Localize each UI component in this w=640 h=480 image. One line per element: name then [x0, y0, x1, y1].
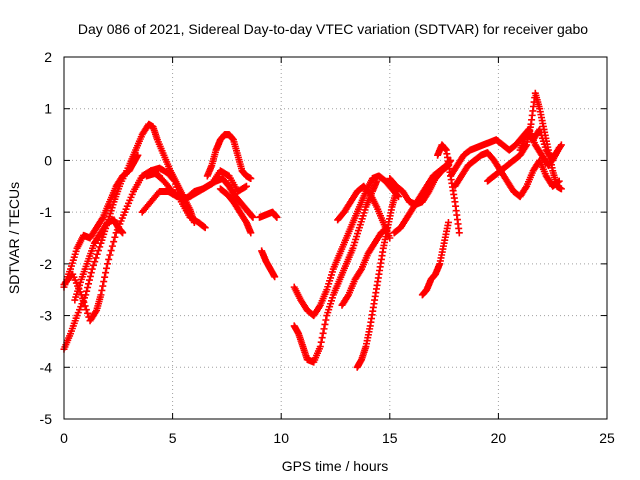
data-point [81, 302, 89, 310]
data-point [80, 298, 88, 306]
data-point [247, 175, 255, 183]
data-point [317, 338, 325, 346]
grid [64, 57, 607, 419]
series-track-n [334, 182, 394, 242]
data-point [82, 306, 90, 314]
series-track-e [143, 169, 257, 221]
data-point [555, 144, 563, 151]
data-point [319, 329, 327, 337]
data-point [170, 176, 178, 184]
data-point [106, 251, 114, 259]
data-point [85, 280, 93, 288]
series-track-o [338, 224, 392, 309]
series-track-d [71, 216, 127, 304]
data-point [318, 334, 326, 342]
series-track-r [390, 156, 455, 237]
data-point [92, 308, 100, 316]
series-track-x [516, 125, 563, 164]
data-point [84, 309, 92, 317]
data-point [315, 303, 323, 311]
y-tick-label: 1 [44, 101, 52, 117]
y-tick-label: -1 [40, 204, 53, 220]
data-point [89, 261, 97, 269]
data-point [444, 218, 452, 226]
data-point [201, 224, 209, 232]
series-track-g [147, 164, 209, 232]
data-point [86, 272, 94, 280]
series-track-p [353, 187, 400, 371]
y-tick-label: -2 [40, 256, 53, 272]
series-track-k [258, 247, 279, 281]
series-track-i [216, 185, 255, 237]
data-point [273, 213, 281, 221]
data-point [455, 229, 463, 237]
data-point [557, 185, 565, 193]
x-axis-label: GPS time / hours [282, 458, 389, 474]
data-point [88, 265, 96, 273]
y-tick-label: -4 [40, 359, 53, 375]
x-tick-label: 0 [60, 430, 68, 446]
y-tick-label: 0 [44, 152, 52, 168]
data-point [85, 276, 93, 284]
data-point [100, 278, 108, 286]
data-point [105, 255, 113, 263]
series-track-s [418, 218, 452, 299]
y-axis-label: SDTVAR / TECUs [6, 182, 22, 294]
data-point [96, 243, 104, 251]
data-point [522, 184, 530, 192]
y-tick-label: -3 [40, 308, 53, 324]
plot-frame [63, 56, 608, 420]
data-point [98, 215, 106, 223]
x-tick-label: 15 [382, 430, 398, 446]
axis-ticks: 0 5 10 15 20 25 -5 -4 -3 -2 -1 0 1 2 [40, 49, 615, 446]
data-point [97, 291, 105, 299]
x-tick-label: 20 [491, 430, 507, 446]
data-point [99, 282, 107, 290]
series-track-h [203, 131, 255, 183]
data-point [108, 242, 116, 250]
data-point [357, 267, 365, 275]
series-track-j [255, 208, 281, 221]
data-point [84, 283, 92, 291]
y-tick-label: -5 [40, 411, 53, 427]
data-point [321, 320, 329, 328]
data-point [92, 254, 100, 262]
data-point [242, 182, 250, 190]
data-point [103, 264, 111, 272]
series-track-b [60, 151, 142, 291]
data-marks [60, 89, 565, 371]
x-tick-label: 10 [273, 430, 289, 446]
data-point [103, 260, 111, 268]
data-point [134, 151, 142, 159]
data-point [386, 234, 394, 242]
data-point [119, 229, 127, 237]
data-point [79, 295, 87, 303]
data-point [107, 247, 115, 255]
series-track-f [138, 167, 250, 216]
x-tick-label: 5 [169, 430, 177, 446]
data-point [271, 273, 279, 281]
data-point [249, 213, 257, 221]
data-point [111, 233, 119, 241]
chart-title: Day 086 of 2021, Sidereal Day-to-day VTE… [78, 21, 588, 37]
data-point [101, 273, 109, 281]
data-point [93, 250, 101, 258]
data-point [98, 286, 106, 294]
data-point [322, 316, 330, 324]
data-point [110, 238, 118, 246]
data-point [344, 292, 352, 300]
data-point [91, 258, 99, 266]
data-point [94, 247, 102, 255]
y-tick-label: 2 [44, 49, 52, 65]
data-point [102, 269, 110, 277]
data-point [316, 343, 324, 351]
data-point [247, 229, 255, 237]
x-tick-label: 25 [599, 430, 615, 446]
data-point [83, 287, 91, 295]
data-point [320, 325, 328, 333]
data-point [87, 269, 95, 277]
